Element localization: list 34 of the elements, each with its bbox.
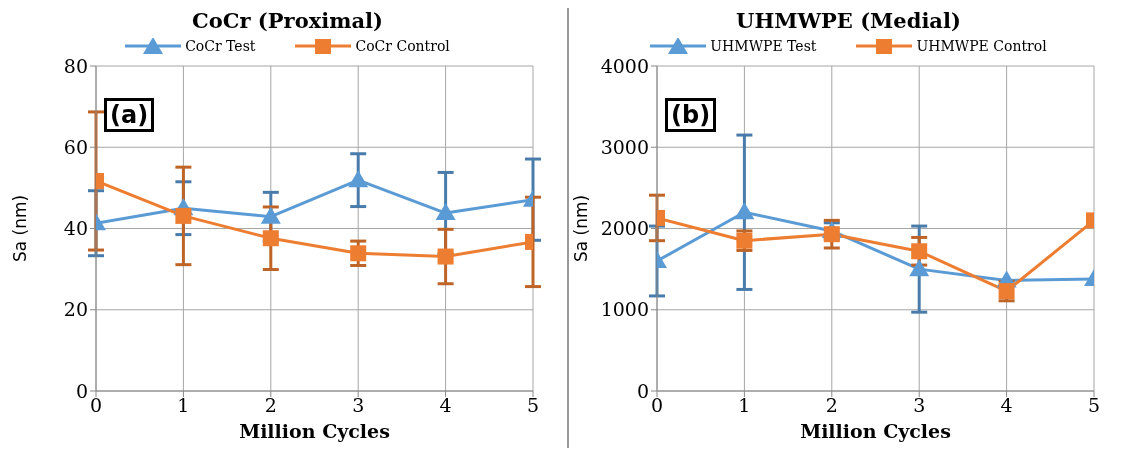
x-tick-label: 2 bbox=[264, 394, 277, 417]
annotation: (a) bbox=[104, 98, 155, 132]
y-tick-label: 80 bbox=[63, 54, 88, 77]
x-tick-label: 0 bbox=[89, 394, 103, 417]
legend-label: UHMWPE Test bbox=[710, 38, 817, 54]
chart-title: CoCr (Proximal) bbox=[191, 8, 384, 35]
legend-label: CoCr Control bbox=[355, 38, 450, 54]
x-tick-label: 1 bbox=[177, 394, 190, 417]
chart-title: UHMWPE (Medial) bbox=[735, 8, 962, 35]
x-tick-label: 1 bbox=[738, 394, 751, 417]
x-axis-title: Million Cycles bbox=[239, 420, 390, 442]
y-tick-label: 1000 bbox=[600, 298, 649, 321]
x-tick-label: 4 bbox=[439, 394, 452, 417]
y-axis-title: Sa (nm) bbox=[10, 194, 31, 263]
x-axis-title: Million Cycles bbox=[800, 420, 951, 442]
y-tick-label: 3000 bbox=[600, 135, 649, 158]
y-tick-label: 60 bbox=[63, 135, 88, 158]
x-tick-label: 4 bbox=[1000, 394, 1013, 417]
y-tick-label: 2000 bbox=[600, 217, 649, 240]
y-tick-label: 0 bbox=[75, 379, 88, 402]
y-tick-label: 0 bbox=[636, 379, 649, 402]
legend-label: CoCr Test bbox=[185, 38, 256, 54]
x-tick-label: 3 bbox=[913, 394, 926, 417]
x-tick-label: 5 bbox=[1087, 394, 1101, 417]
x-tick-label: 0 bbox=[650, 394, 664, 417]
x-tick-label: 5 bbox=[526, 394, 540, 417]
y-tick-label: 40 bbox=[63, 217, 88, 240]
x-tick-label: 2 bbox=[825, 394, 838, 417]
legend-label: UHMWPE Control bbox=[916, 38, 1047, 54]
x-tick-label: 3 bbox=[352, 394, 365, 417]
annotation: (b) bbox=[665, 98, 717, 132]
y-tick-label: 4000 bbox=[600, 54, 649, 77]
y-tick-label: 20 bbox=[63, 298, 88, 321]
y-axis-title: Sa (nm) bbox=[571, 194, 592, 263]
